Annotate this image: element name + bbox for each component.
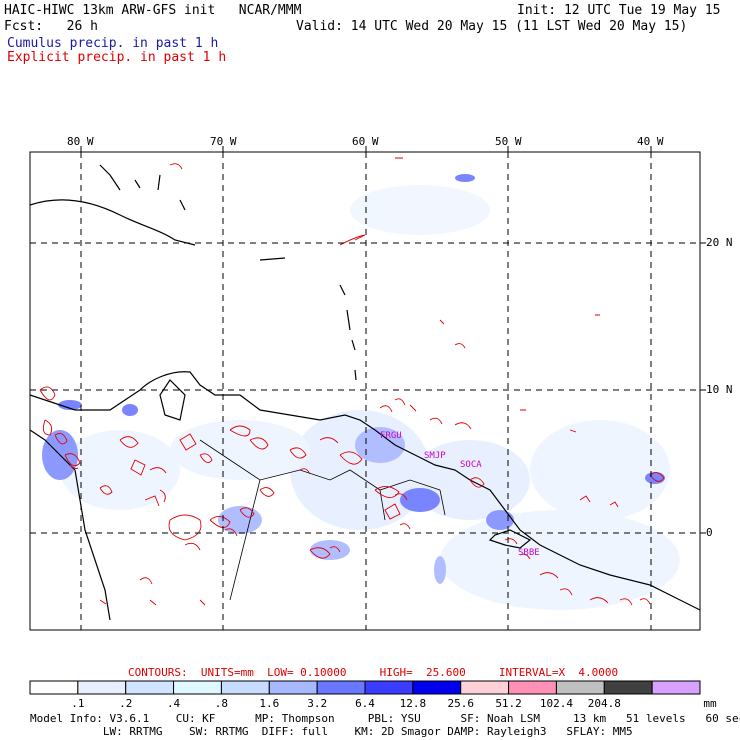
colorbar-tick-label: .2 bbox=[119, 697, 133, 710]
colorbar-tick-label: 204.8 bbox=[587, 697, 621, 710]
colorbar-tick-label: 6.4 bbox=[355, 697, 375, 710]
lon-label-60w: 60 W bbox=[352, 135, 379, 148]
colorbar-swatch bbox=[220, 680, 270, 695]
colorbar-swatch bbox=[77, 680, 127, 695]
colorbar-unit: mm bbox=[703, 697, 717, 710]
region-label-smjp: SMJP bbox=[424, 451, 446, 461]
colorbar-swatch bbox=[651, 680, 701, 695]
region-label-soca: SOCA bbox=[460, 460, 482, 470]
cumulus-legend: Cumulus precip. in past 1 h bbox=[7, 36, 219, 51]
colorbar-tick-label: 1.6 bbox=[259, 697, 280, 710]
lat-label-10n: 10 N bbox=[706, 383, 733, 396]
lat-label-0: 0 bbox=[706, 526, 713, 539]
cumulus-precip-areas bbox=[42, 174, 680, 610]
lon-label-50w: 50 W bbox=[495, 135, 522, 148]
model-info-line2: LW: RRTMG SW: RRTMG DIFF: full KM: 2D Sm… bbox=[30, 725, 633, 738]
colorbar-swatch bbox=[29, 680, 79, 695]
colorbar-swatch bbox=[125, 680, 175, 695]
model-info-line1: Model Info: V3.6.1 CU: KF MP: Thompson P… bbox=[30, 712, 740, 725]
explicit-precip-contours bbox=[39, 157, 665, 606]
colorbar bbox=[29, 680, 701, 695]
coastlines bbox=[29, 164, 701, 621]
lon-label-80w: 80 W bbox=[67, 135, 94, 148]
colorbar-tick-label: .8 bbox=[214, 697, 229, 710]
lon-label-70w: 70 W bbox=[210, 135, 237, 148]
title-left: HAIC-HIWC 13km ARW-GFS init NCAR/MMM bbox=[4, 3, 302, 18]
colorbar-swatch bbox=[460, 680, 510, 695]
graticule bbox=[30, 152, 700, 630]
colorbar-swatch bbox=[603, 680, 653, 695]
colorbar-tick-label: 12.8 bbox=[399, 697, 427, 710]
colorbar-swatch bbox=[268, 680, 318, 695]
colorbar-swatch bbox=[508, 680, 557, 695]
colorbar-swatch bbox=[412, 680, 462, 695]
lat-label-20n: 20 N bbox=[706, 236, 733, 249]
init-time: Init: 12 UTC Tue 19 May 15 bbox=[517, 3, 721, 18]
colorbar-tick-label: 3.2 bbox=[307, 697, 328, 710]
colorbar-tick-label: 51.2 bbox=[495, 697, 522, 710]
valid-time: Valid: 14 UTC Wed 20 May 15 (11 LST Wed … bbox=[296, 19, 688, 34]
colorbar-tick-label: .4 bbox=[166, 697, 181, 710]
contour-info: CONTOURS: UNITS=mm LOW= 0.10000 HIGH= 25… bbox=[128, 666, 619, 679]
colorbar-swatch bbox=[364, 680, 414, 695]
colorbar-swatch bbox=[173, 680, 222, 695]
forecast-hour: Fcst: 26 h bbox=[4, 19, 98, 34]
colorbar-swatch bbox=[316, 680, 366, 695]
explicit-legend: Explicit precip. in past 1 h bbox=[7, 50, 227, 65]
colorbar-tick-label: .1 bbox=[71, 697, 85, 710]
colorbar-swatch bbox=[555, 680, 605, 695]
colorbar-tick-label: 102.4 bbox=[539, 697, 573, 710]
lon-label-40w: 40 W bbox=[637, 135, 664, 148]
region-label-frgu: FRGU bbox=[380, 431, 402, 441]
colorbar-tick-label: 25.6 bbox=[447, 697, 474, 710]
region-label-sbbe: SBBE bbox=[518, 548, 540, 558]
